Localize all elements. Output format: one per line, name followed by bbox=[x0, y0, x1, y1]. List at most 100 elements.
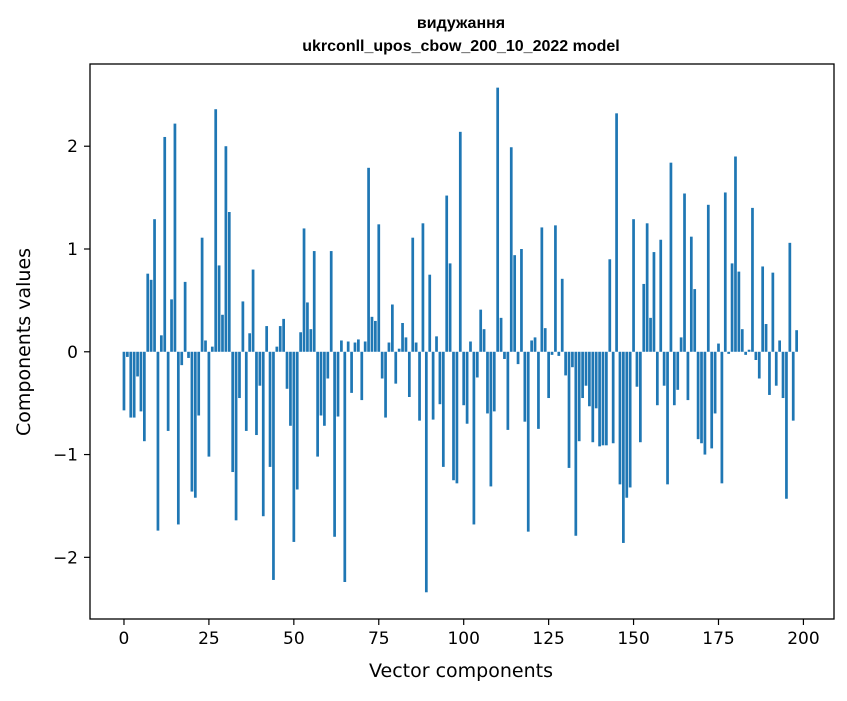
bar bbox=[482, 329, 486, 352]
bar bbox=[146, 273, 150, 352]
y-tick-label: −2 bbox=[53, 548, 78, 568]
bar bbox=[159, 335, 163, 352]
bar bbox=[778, 340, 781, 352]
bar bbox=[244, 351, 248, 431]
bar bbox=[234, 351, 238, 521]
bar bbox=[329, 251, 333, 352]
bar bbox=[353, 342, 357, 352]
bar bbox=[292, 351, 296, 542]
bar bbox=[217, 265, 221, 352]
bar bbox=[193, 351, 197, 498]
bar bbox=[679, 337, 683, 352]
bar bbox=[363, 341, 367, 352]
bar bbox=[302, 228, 306, 352]
bar bbox=[272, 351, 275, 580]
bar bbox=[367, 167, 370, 352]
bar bbox=[513, 255, 517, 352]
bar bbox=[394, 351, 398, 384]
bar bbox=[360, 351, 364, 401]
bar bbox=[431, 351, 435, 420]
bar bbox=[346, 341, 350, 352]
bar bbox=[462, 351, 466, 406]
bar bbox=[207, 351, 211, 457]
bar bbox=[149, 279, 153, 352]
bar bbox=[391, 304, 394, 352]
bar bbox=[275, 346, 279, 352]
bar bbox=[649, 317, 652, 352]
bar bbox=[163, 136, 167, 352]
x-tick-label: 75 bbox=[368, 629, 390, 649]
bar bbox=[611, 351, 615, 444]
bar bbox=[370, 316, 374, 352]
bar bbox=[655, 351, 659, 406]
bar bbox=[713, 351, 717, 414]
bar bbox=[720, 351, 724, 484]
bar bbox=[550, 351, 554, 355]
bar bbox=[526, 351, 530, 532]
bar bbox=[598, 351, 601, 447]
bar bbox=[700, 351, 703, 444]
bar bbox=[445, 195, 449, 352]
bar bbox=[136, 351, 139, 377]
bar bbox=[703, 351, 707, 455]
bar bbox=[210, 346, 214, 352]
bar bbox=[255, 351, 258, 436]
bar bbox=[751, 207, 754, 352]
bar bbox=[639, 351, 642, 443]
bar bbox=[584, 351, 588, 386]
bar bbox=[472, 351, 476, 525]
bar bbox=[166, 351, 170, 431]
bar bbox=[299, 332, 302, 352]
bar bbox=[757, 351, 761, 379]
bar bbox=[458, 131, 462, 352]
y-tick-label: 2 bbox=[67, 137, 78, 157]
x-tick-label: 175 bbox=[702, 629, 734, 649]
bar bbox=[122, 351, 126, 411]
bar bbox=[231, 351, 235, 473]
bar bbox=[261, 351, 265, 517]
bar bbox=[747, 349, 751, 352]
bar bbox=[190, 351, 194, 492]
bar bbox=[734, 156, 737, 352]
bar bbox=[618, 351, 622, 485]
y-axis-ticks: −2 −1 0 1 2 bbox=[53, 137, 90, 568]
bar bbox=[411, 237, 415, 352]
bar bbox=[683, 193, 686, 352]
bar bbox=[200, 237, 204, 352]
bar bbox=[520, 249, 523, 352]
bar bbox=[248, 333, 252, 352]
bar bbox=[557, 351, 561, 356]
bar bbox=[533, 337, 537, 352]
bar bbox=[221, 314, 224, 352]
bar bbox=[343, 351, 347, 582]
bar bbox=[340, 340, 343, 352]
bar bbox=[227, 212, 231, 352]
bar bbox=[693, 289, 697, 352]
bar bbox=[506, 351, 510, 430]
bar bbox=[452, 351, 455, 481]
bar bbox=[788, 242, 792, 352]
bar bbox=[183, 281, 187, 352]
bar bbox=[319, 351, 323, 416]
bar bbox=[628, 351, 632, 488]
bar bbox=[265, 326, 269, 352]
bar bbox=[672, 351, 676, 406]
bar bbox=[486, 351, 489, 414]
bar bbox=[156, 351, 160, 531]
bar bbox=[441, 351, 445, 467]
bar bbox=[350, 351, 353, 393]
bar bbox=[771, 272, 775, 352]
bar bbox=[723, 192, 727, 352]
bar bbox=[642, 283, 646, 352]
bar bbox=[139, 351, 143, 412]
bar bbox=[326, 351, 330, 379]
bar bbox=[143, 351, 146, 442]
bar bbox=[126, 351, 129, 357]
plot-area-frame bbox=[89, 63, 835, 620]
bar bbox=[387, 342, 391, 352]
bar bbox=[465, 351, 469, 424]
bar bbox=[357, 339, 360, 352]
bar bbox=[489, 351, 493, 487]
bar bbox=[727, 351, 731, 354]
bar bbox=[285, 351, 289, 389]
